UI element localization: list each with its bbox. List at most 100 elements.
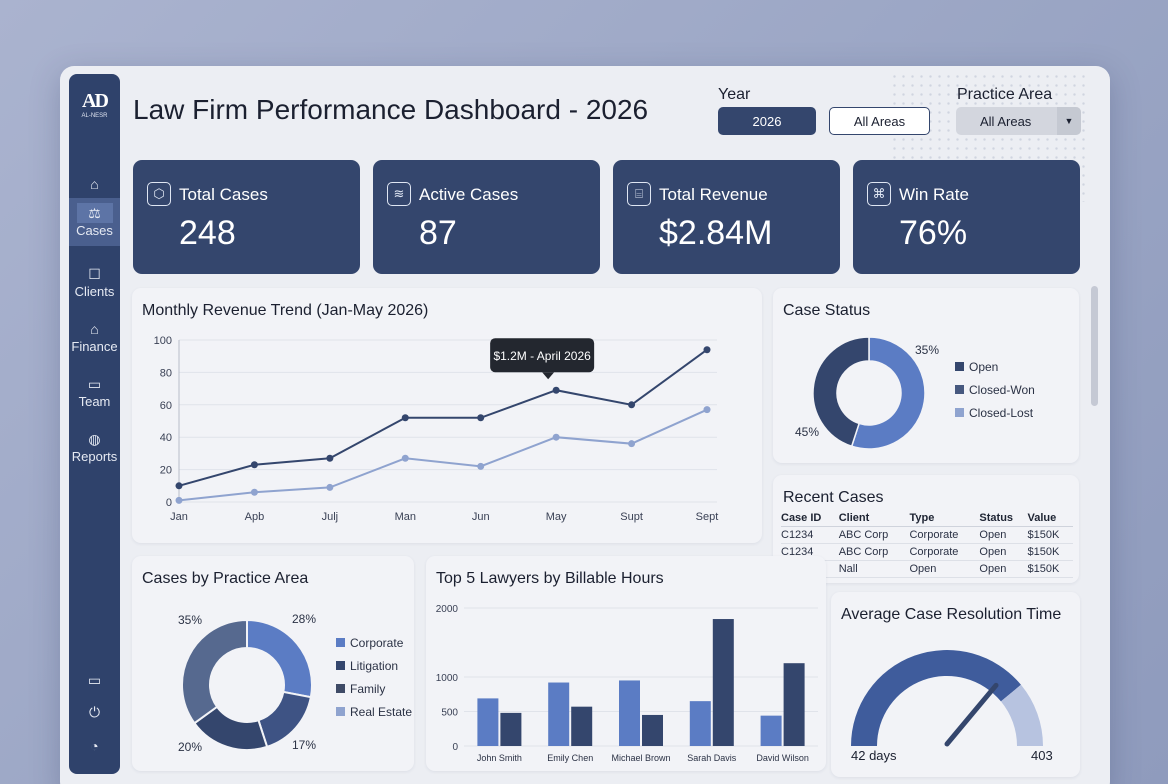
legend-label: Corporate (350, 636, 404, 650)
data-point (250, 461, 258, 469)
x-tick-label: Michael Brown (611, 753, 670, 763)
data-point (326, 483, 334, 491)
table-cell: Open (979, 526, 1028, 544)
clients-icon: ☐ (88, 266, 101, 282)
year-label: Year (718, 86, 751, 103)
revenue-tooltip: $1.2M - April 2026 (490, 338, 595, 380)
table-cell: $150K (1027, 526, 1073, 544)
sidebar-item-folder[interactable]: ▭ (69, 670, 120, 694)
column-header: Status (979, 510, 1028, 527)
legend-swatch (955, 362, 964, 371)
sidebar-item-home[interactable]: ⌂ (69, 170, 120, 198)
sidebar-item-power[interactable]: ⏻ (69, 702, 120, 726)
data-point (552, 433, 560, 441)
data-point (628, 401, 636, 409)
recent-cases-title: Recent Cases (783, 489, 884, 506)
legend-swatch (955, 408, 964, 417)
table-cell: C1234 (781, 526, 839, 544)
sidebar-item-clients[interactable]: ☐ Clients (69, 264, 120, 312)
y-tick-label: 100 (154, 335, 172, 347)
sidebar-item-label: Cases (76, 223, 113, 238)
sidebar-item-label: Finance (71, 339, 118, 354)
sidebar: AD AL-NESR ⌂ ⚖ Cases ☐ Clients ⌂ Finance… (69, 74, 120, 774)
legend-swatch (955, 385, 964, 394)
legend-label: Closed-Won (969, 383, 1035, 397)
data-point (401, 414, 409, 422)
table-cell: ABC Corp (838, 543, 910, 561)
table-cell: $150K (1027, 560, 1073, 578)
kpi-value: $2.84M (659, 214, 773, 252)
bar (642, 714, 663, 746)
practice-area-label: Practice Area (957, 86, 1053, 103)
areas-select[interactable]: All Areas (829, 107, 930, 135)
legend-swatch (336, 684, 345, 693)
data-point (703, 406, 711, 414)
series-line (178, 348, 708, 487)
x-tick-label: Julj (322, 511, 339, 523)
bar (712, 619, 734, 746)
data-point (703, 346, 711, 354)
table-header-row: Case ID Client Type Status Value (781, 510, 1073, 527)
data-label: 20% (178, 740, 202, 754)
sidebar-item-label: Team (78, 394, 111, 409)
kpi-total-cases: ⬡ Total Cases 248 (133, 160, 360, 274)
legend-swatch (336, 638, 345, 647)
bank-icon: ⌸ (627, 182, 651, 206)
power-icon: ⏻ (88, 704, 101, 720)
top-lawyers-card: Top 5 Lawyers by Billable Hours 0 500 1000… (426, 556, 826, 771)
bar (619, 680, 640, 746)
table-cell: Corporate (909, 543, 980, 561)
x-tick-label: Supt (620, 511, 643, 523)
table-cell: Nall (838, 560, 910, 578)
table-body: C1234 ABC Corp Corporate Open $150K C1234 ABC … (781, 526, 1073, 578)
folder-icon: ▭ (87, 672, 102, 688)
case-status-donut: 35% 45% Open Closed-Won Closed-Lost (795, 336, 1035, 450)
shield-icon: ⬡ (147, 182, 171, 206)
sidebar-item-cases[interactable]: ⚖ Cases (69, 198, 120, 246)
table-row[interactable]: C1234 ABC Corp Corporate Open $150K (781, 526, 1073, 544)
kpi-active-cases: ≋ Active Cases 87 (373, 160, 600, 274)
practice-area-card: Cases by Practice Area 28% 17% 20% 35% Corpo… (132, 556, 414, 771)
legend-label: Litigation (350, 659, 398, 673)
legend-label: Real Estate (350, 705, 412, 719)
legend-label: Open (969, 360, 998, 374)
bar (477, 698, 499, 746)
sidebar-item-finance[interactable]: ⌂ Finance (69, 319, 120, 367)
sidebar-item-label: Clients (74, 284, 115, 299)
y-tick-label: 20 (160, 465, 172, 477)
table-cell: Open (909, 560, 980, 578)
case-status-title: Case Status (783, 302, 871, 319)
kpi-label: Total Revenue (659, 185, 768, 204)
column-header: Value (1027, 510, 1073, 527)
data-label: 35% (178, 613, 202, 627)
chevron-down-icon[interactable]: ▼ (1057, 107, 1081, 135)
table-cell: Open (979, 543, 1028, 561)
data-label: 28% (292, 612, 316, 626)
kpi-label: Win Rate (899, 185, 969, 204)
revenue-trend-card: Monthly Revenue Trend (Jan-May 2026) 0 20… (132, 288, 762, 543)
scrollbar[interactable] (1091, 286, 1098, 406)
bar (689, 701, 711, 746)
gauge-value-label: 42 days (851, 748, 897, 763)
legend-label: Closed-Lost (969, 406, 1034, 420)
sidebar-item-help[interactable]: ◔ (69, 736, 120, 760)
x-tick-label: John Smith (477, 753, 522, 763)
resolution-card: Average Case Resolution Time 42 days 403 (831, 592, 1080, 777)
y-tick-label: 60 (160, 400, 172, 412)
kpi-value: 76% (899, 214, 968, 252)
bar (760, 715, 782, 746)
kpi-label: Active Cases (419, 185, 519, 204)
cases-icon: ⚖ (76, 203, 113, 223)
data-point (477, 462, 485, 470)
recent-cases-card: Recent Cases Case ID Client Type Status Valu… (773, 475, 1079, 583)
sidebar-item-reports[interactable]: ◍ Reports (69, 429, 120, 477)
x-tick-label: Jun (472, 511, 490, 523)
practice-area-select[interactable]: All Areas ▼ (956, 107, 1081, 135)
x-tick-label: Sarah Davis (687, 753, 737, 763)
column-header: Case ID (781, 510, 839, 527)
lawyers-bar-chart: 0 500 1000 2000 John Smith Emily Chen Michael … (436, 604, 818, 763)
practice-area-donut: 28% 17% 20% 35% Corporate Litigation Family Rea… (178, 612, 412, 754)
year-select[interactable]: 2026 (718, 107, 816, 135)
table-cell: ABC Corp (838, 526, 910, 544)
sidebar-item-team[interactable]: ▭ Team (69, 374, 120, 422)
